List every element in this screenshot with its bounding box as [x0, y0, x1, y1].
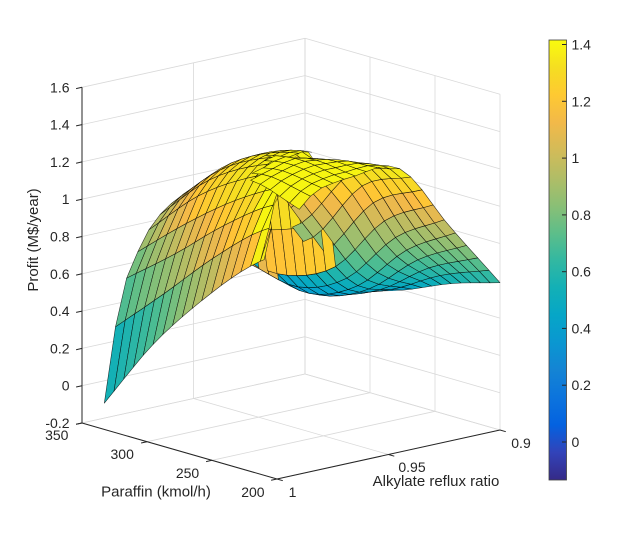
- svg-text:0.4: 0.4: [572, 320, 592, 336]
- svg-text:1.4: 1.4: [572, 37, 592, 53]
- svg-text:1: 1: [572, 150, 580, 166]
- svg-text:200: 200: [241, 484, 265, 500]
- svg-text:1.2: 1.2: [50, 154, 70, 170]
- svg-text:-0.2: -0.2: [45, 415, 69, 431]
- svg-text:250: 250: [176, 465, 200, 481]
- svg-text:0.8: 0.8: [572, 207, 592, 223]
- svg-text:0: 0: [572, 434, 580, 450]
- svg-text:Profit (M$/year): Profit (M$/year): [25, 188, 42, 291]
- svg-text:0.6: 0.6: [50, 266, 70, 282]
- svg-text:0.9: 0.9: [511, 435, 531, 451]
- svg-text:1.4: 1.4: [50, 117, 70, 133]
- svg-text:1.6: 1.6: [50, 79, 70, 95]
- svg-text:0.2: 0.2: [50, 340, 70, 356]
- svg-text:0.2: 0.2: [572, 377, 592, 393]
- svg-text:1.2: 1.2: [572, 93, 592, 109]
- svg-text:0.4: 0.4: [50, 303, 70, 319]
- svg-text:300: 300: [111, 446, 135, 462]
- svg-text:Paraffin (kmol/h): Paraffin (kmol/h): [101, 484, 211, 501]
- svg-text:0.95: 0.95: [398, 459, 425, 475]
- svg-text:350: 350: [45, 427, 69, 443]
- svg-text:0.6: 0.6: [572, 264, 592, 280]
- svg-text:0: 0: [62, 378, 70, 394]
- svg-text:1: 1: [62, 191, 70, 207]
- svg-text:Alkylate reflux ratio: Alkylate reflux ratio: [373, 473, 500, 490]
- svg-text:0.8: 0.8: [50, 229, 70, 245]
- svg-text:1: 1: [289, 484, 297, 500]
